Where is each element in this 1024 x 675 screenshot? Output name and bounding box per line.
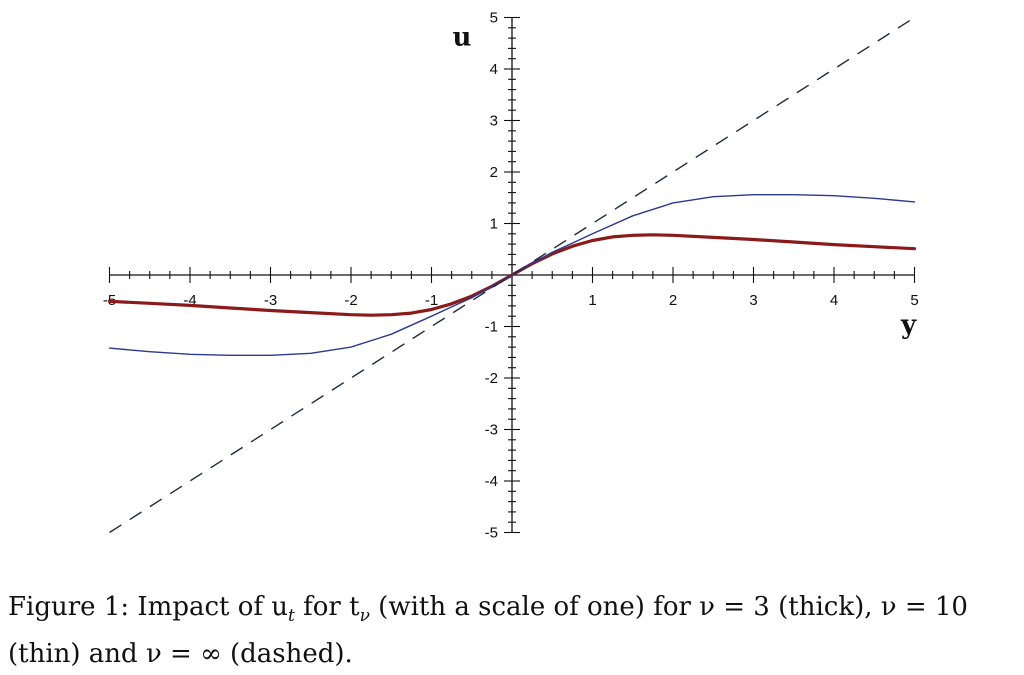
y-tick-label: 5 [490, 10, 498, 27]
caption-subscript-2: ν [359, 606, 370, 627]
y-tick-label: -1 [485, 319, 498, 336]
chart-series [107, 16, 917, 534]
caption-subscript-1: t [288, 606, 295, 627]
caption-part-2: for t [294, 592, 360, 622]
y-tick-label: 4 [490, 61, 498, 78]
y-tick-label: 1 [490, 216, 498, 233]
series-line-dashed [109, 16, 915, 534]
y-tick-label: -5 [485, 525, 498, 542]
x-tick-label: 3 [749, 292, 757, 309]
figure-caption: Figure 1: Impact of ut for tν (with a sc… [8, 588, 1018, 673]
y-tick-label: -3 [485, 422, 498, 439]
caption-line-2: (thin) and ν = ∞ (dashed). [8, 639, 353, 670]
x-tick-label: 2 [669, 292, 677, 309]
x-axis-label: y [900, 310, 917, 340]
caption-part-3: (with a scale of one) for ν = 3 (thick),… [369, 592, 968, 622]
x-tick-label: 5 [910, 292, 918, 309]
series-line-thin [108, 193, 916, 356]
x-tick-label: 1 [588, 292, 596, 309]
y-axis-label: u [453, 23, 472, 53]
x-tick-label: -1 [425, 292, 438, 309]
y-tick-label: -2 [485, 370, 498, 387]
x-tick-label: -3 [264, 292, 277, 309]
y-tick-label: -4 [485, 473, 498, 490]
x-tick-label: 4 [830, 292, 838, 309]
y-tick-label: 2 [490, 164, 498, 181]
caption-part-1: Figure 1: Impact of u [8, 592, 289, 622]
x-tick-label: -2 [344, 292, 357, 309]
y-tick-label: 3 [490, 113, 498, 130]
